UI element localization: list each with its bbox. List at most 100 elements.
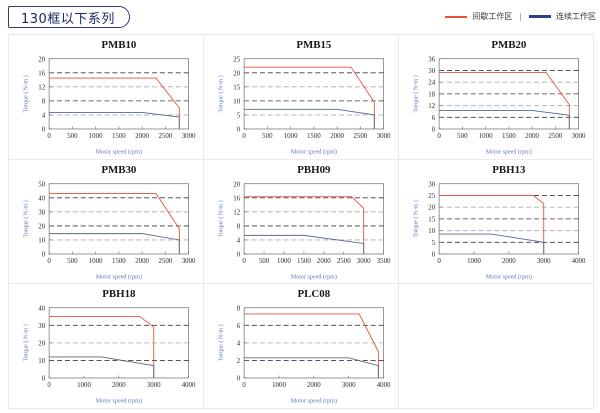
x-tick-label: 3000 <box>182 133 196 140</box>
x-tick-label: 500 <box>67 133 78 140</box>
y-tick-label: 0 <box>432 127 436 134</box>
chart-pbh09: PBH09 0 4 8 12 16 20 0 500 1000 1500 2000 2500 3000 35… <box>204 160 398 284</box>
page-title: 130框以下系列 <box>21 11 115 27</box>
x-tick-label: 2000 <box>112 382 126 389</box>
x-tick-label: 0 <box>242 133 246 140</box>
x-tick-label: 1000 <box>89 258 103 265</box>
y-tick-label: 15 <box>233 84 240 91</box>
y-tick-label: 0 <box>42 127 46 134</box>
y-axis-label: Torque ( N-m ) <box>22 75 29 112</box>
chart-title: PMB20 <box>491 39 527 51</box>
y-tick-label: 4 <box>42 113 46 120</box>
chart-title: PBH09 <box>297 164 331 176</box>
x-tick-label: 1500 <box>502 133 516 140</box>
y-tick-label: 6 <box>237 323 241 330</box>
y-tick-label: 5 <box>432 240 436 247</box>
chart-plc08: PLC08 0 2 4 6 8 0 1000 2000 3000 4000 Motor speed (… <box>204 284 398 408</box>
x-tick-label: 1000 <box>272 382 286 389</box>
chart-cell-pbh18: PBH18 0 10 20 30 40 0 1000 2000 3000 4000 Motor spe… <box>9 284 204 409</box>
x-tick-label: 4000 <box>182 382 196 389</box>
legend-label-intermittent: 间歇工作区 <box>472 12 513 21</box>
x-axis-label: Motor speed (rpm) <box>291 149 337 156</box>
plot-area <box>243 58 384 130</box>
y-tick-label: 20 <box>38 223 45 230</box>
page-header: 130框以下系列 间歇工作区 | 连续工作区 <box>0 0 600 34</box>
x-tick-label: 0 <box>242 258 246 265</box>
y-tick-label: 18 <box>428 91 435 98</box>
x-axis-label: Motor speed (rpm) <box>291 398 337 405</box>
y-tick-label: 10 <box>38 358 45 365</box>
x-tick-label: 2000 <box>135 258 149 265</box>
chart-title: PMB15 <box>296 39 332 51</box>
chart-title: PMB10 <box>101 39 137 51</box>
y-tick-label: 20 <box>38 56 45 63</box>
y-tick-label: 0 <box>432 251 436 258</box>
y-tick-label: 20 <box>428 204 435 211</box>
y-axis-label: Torque ( N-m ) <box>217 325 224 362</box>
series-line-continuous <box>244 108 375 129</box>
legend: 间歇工作区 | 连续工作区 <box>445 11 596 22</box>
y-tick-label: 6 <box>432 115 436 122</box>
chart-pbh18: PBH18 0 10 20 30 40 0 1000 2000 3000 4000 Motor spe… <box>9 284 203 408</box>
x-tick-label: 0 <box>242 382 246 389</box>
x-tick-label: 3000 <box>182 258 196 265</box>
x-tick-label: 2500 <box>548 133 562 140</box>
chart-title: PBH13 <box>492 164 526 176</box>
y-axis-label: Torque ( N-m ) <box>217 75 224 112</box>
x-axis-label: Motor speed (rpm) <box>486 149 532 156</box>
x-tick-label: 0 <box>47 258 51 265</box>
x-axis-label: Motor speed (rpm) <box>96 149 142 156</box>
y-tick-label: 4 <box>237 237 241 244</box>
x-tick-label: 3000 <box>572 133 586 140</box>
chart-cell-pbh09: PBH09 0 4 8 12 16 20 0 500 1000 1500 2000 2500 3000 35… <box>204 159 399 285</box>
y-tick-label: 8 <box>237 306 241 313</box>
x-tick-label: 2500 <box>158 258 172 265</box>
chart-pmb15: PMB15 0 5 10 15 20 25 0 500 1000 1500 2000 2500 3000 M… <box>204 35 398 159</box>
y-tick-label: 2 <box>237 358 241 365</box>
legend-label-continuous: 连续工作区 <box>556 12 596 21</box>
chart-pbh13: PBH13 0 5 10 15 20 25 30 0 1000 2000 3000 4000 Motor … <box>399 160 593 284</box>
y-axis-label: Torque ( N-m ) <box>22 200 29 237</box>
chart-pmb20: PMB20 0 6 12 18 24 30 36 0 500 1000 1500 2000 2500 300… <box>399 35 593 159</box>
y-tick-label: 36 <box>428 56 435 63</box>
y-axis-label: Torque ( N-m ) <box>217 200 224 237</box>
y-tick-label: 8 <box>237 223 241 230</box>
y-tick-label: 10 <box>233 98 240 105</box>
x-tick-label: 1000 <box>284 133 298 140</box>
y-tick-label: 15 <box>428 216 435 223</box>
y-tick-label: 4 <box>237 341 241 348</box>
y-tick-label: 10 <box>38 237 45 244</box>
x-axis-label: Motor speed (rpm) <box>291 273 337 280</box>
chart-title: PLC08 <box>298 288 331 300</box>
x-tick-label: 4000 <box>377 382 391 389</box>
plot-area <box>243 307 384 379</box>
series-line-continuous <box>439 109 570 129</box>
x-tick-label: 500 <box>67 258 78 265</box>
series-line-continuous <box>244 234 365 254</box>
chart-title: PBH18 <box>102 288 136 300</box>
x-tick-label: 0 <box>437 133 441 140</box>
x-tick-label: 4000 <box>572 258 586 265</box>
y-tick-label: 0 <box>42 376 46 383</box>
y-tick-label: 25 <box>428 193 435 200</box>
chart-title: PMB30 <box>101 164 137 176</box>
y-tick-label: 0 <box>42 251 46 258</box>
x-tick-label: 1500 <box>307 133 321 140</box>
y-tick-label: 5 <box>237 113 241 120</box>
series-line-continuous <box>49 356 155 379</box>
x-tick-label: 1000 <box>479 133 493 140</box>
plot-area <box>48 58 189 130</box>
y-axis-label: Torque ( N-m ) <box>22 325 29 362</box>
x-tick-label: 2500 <box>337 258 351 265</box>
y-tick-label: 12 <box>233 209 240 216</box>
y-tick-label: 40 <box>38 195 45 202</box>
x-tick-label: 2000 <box>502 258 516 265</box>
x-tick-label: 500 <box>457 133 468 140</box>
y-tick-label: 30 <box>38 209 45 216</box>
chart-cell-pmb20: PMB20 0 6 12 18 24 30 36 0 500 1000 1500 2000 2500 300… <box>399 35 594 160</box>
x-tick-label: 1500 <box>112 133 126 140</box>
y-tick-label: 50 <box>38 181 45 188</box>
y-tick-label: 20 <box>233 70 240 77</box>
plot-area <box>438 58 579 130</box>
